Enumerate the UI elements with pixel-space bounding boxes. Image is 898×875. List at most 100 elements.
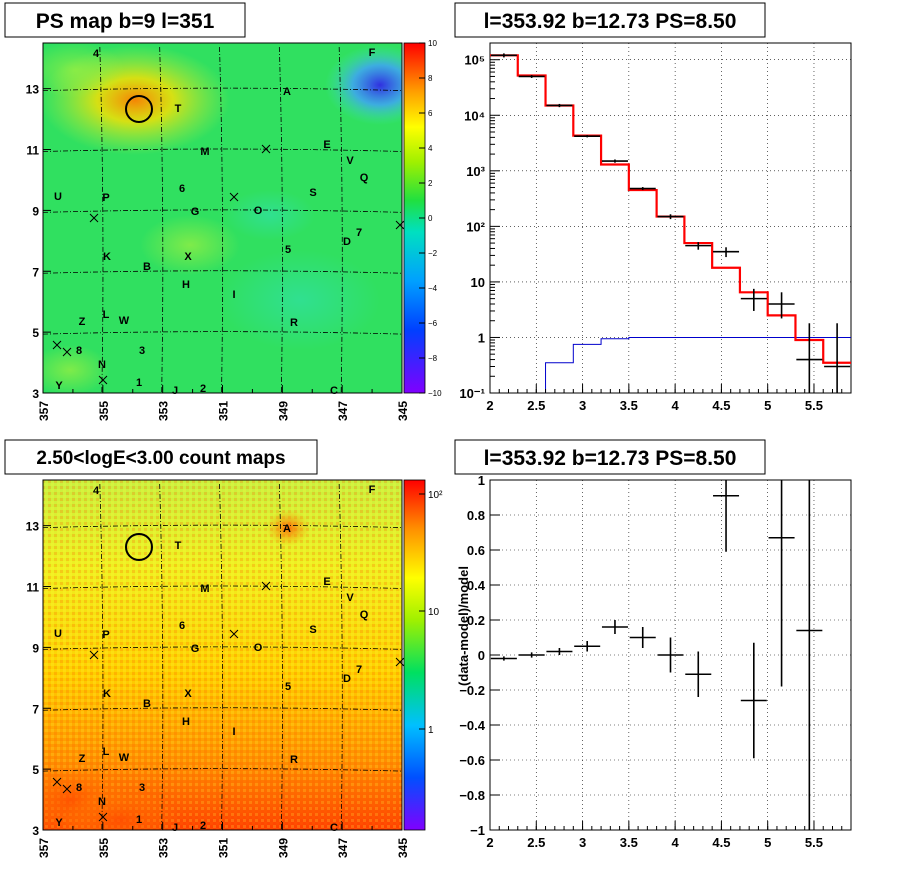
map-grid-line-lat (42, 646, 403, 650)
source-label: K (103, 251, 111, 263)
source-cross-marker (89, 650, 99, 660)
source-label: C (330, 822, 338, 834)
ps-map-colorbar-ticks: 10 8 6 4 2 0 −2 −4 −6 −8 −10 (419, 39, 442, 398)
map-grid-line-lat (42, 209, 403, 213)
residual-y-tick-label: 0.4 (467, 578, 486, 593)
y-tick-label: 7 (32, 702, 39, 716)
residual-x-tick-label: 4 (672, 835, 680, 850)
source-label: Y (55, 817, 63, 829)
residual-x-tick-label: 2.5 (527, 835, 545, 850)
source-label: Z (79, 316, 86, 328)
colorbar-tick-label: 8 (428, 74, 433, 83)
map-grid-line-lon (278, 46, 283, 394)
x-tick-label: 349 (276, 838, 290, 858)
spectrum-x-tick-label: 5.5 (805, 398, 823, 413)
residual-point (574, 641, 601, 652)
spectrum-x-tick-label: 3.5 (620, 398, 638, 413)
source-label: T (175, 540, 182, 552)
residual-panel: 2 2.5 3 3.5 4 4.5 5 5.5 −1 −0.8 −0.6 −0.4 −0.2 0 0.2 0.… (454, 439, 852, 850)
data-point (518, 75, 545, 78)
residual-y-tick-label: −0.8 (459, 788, 485, 803)
source-label: X (184, 251, 192, 263)
y-tick-label: 13 (26, 83, 40, 97)
map-grid-line-lon (338, 46, 343, 394)
count-map-title-box (4, 439, 318, 475)
data-point (768, 292, 795, 319)
y-tick-label: 13 (26, 520, 40, 534)
source-label: A (283, 86, 291, 98)
source-label: Z (79, 753, 86, 765)
colorbar-tick-label: −10 (428, 389, 442, 398)
residual-point (490, 656, 517, 661)
spectrum-title-box (454, 2, 766, 38)
x-tick-label: 345 (396, 838, 410, 858)
residual-x-tick-label: 4.5 (712, 835, 730, 850)
map-grid-line-lon (99, 483, 104, 831)
source-label: V (346, 155, 354, 167)
spectrum-x-tick-label: 5 (764, 398, 771, 413)
source-label: 6 (179, 620, 185, 632)
spectrum-title: l=353.92 b=12.73 PS=8.50 (484, 10, 737, 33)
source-label: A (283, 523, 291, 535)
count-map-source-labels: 4 F A T M E VQ 6 S G O U P 7D 5 K X B H I Z L W R 8 3 N Y 1 J 2 C (52, 484, 405, 834)
source-label: 4 (93, 48, 100, 60)
residual-y-tick-label: 1 (478, 473, 485, 488)
residual-y-tick-label: −0.6 (459, 753, 485, 768)
x-tick-label: 357 (37, 401, 51, 421)
source-label: G (191, 206, 200, 218)
residual-y-tick-label: −1 (470, 823, 485, 838)
x-tick-label: 357 (37, 838, 51, 858)
source-label: I (232, 726, 235, 738)
source-label: 2 (200, 383, 206, 395)
y-tick-label: 11 (26, 144, 39, 158)
data-point (574, 135, 601, 138)
spectrum-x-tick-label: 2.5 (527, 398, 545, 413)
source-label: E (323, 576, 330, 588)
residual-x-tick-label: 3 (579, 835, 586, 850)
source-label: 4 (93, 485, 100, 497)
colorbar-tick-label: 10 (428, 39, 437, 48)
residual-y-tick-label: −0.2 (459, 683, 485, 698)
source-label: N (98, 796, 106, 808)
source-label: 2 (200, 820, 206, 832)
count-map-image (43, 480, 402, 830)
source-label: H (182, 279, 190, 291)
ps-map-image (43, 43, 402, 393)
source-label: G (191, 643, 200, 655)
source-label: B (143, 261, 151, 273)
count-colorbar-tick: 1 (428, 725, 434, 736)
source-label: F (369, 484, 376, 496)
residual-title: l=353.92 b=12.73 PS=8.50 (484, 447, 737, 470)
source-label: T (175, 103, 182, 115)
source-label: I (232, 289, 235, 301)
source-label: R (290, 754, 298, 766)
spectrum-y-tick-label: 10³ (466, 164, 485, 179)
map-grid-line-lon (159, 483, 164, 831)
x-tick-label: 351 (217, 401, 231, 421)
colorbar-tick-label: 4 (428, 144, 433, 153)
source-label: 5 (285, 244, 291, 256)
map-grid-line-lon (219, 483, 224, 831)
source-cross-marker (89, 213, 99, 223)
source-cross-marker (52, 340, 62, 350)
residual-point (657, 637, 684, 673)
x-tick-label: 349 (276, 401, 290, 421)
map-grid-line-lon (159, 46, 164, 394)
spectrum-y-tick-label: 10⁻¹ (459, 386, 485, 401)
colorbar-tick-label: 0 (428, 214, 433, 223)
source-label: P (102, 629, 109, 641)
source-label: L (103, 309, 110, 321)
data-point (490, 53, 517, 58)
source-label: 3 (139, 345, 145, 357)
x-tick-label: 355 (97, 838, 111, 858)
ps-map-title: PS map b=9 l=351 (36, 10, 215, 33)
spectrum-x-tick-label: 2 (486, 398, 493, 413)
data-point (796, 323, 823, 393)
map-grid-line-lon (99, 46, 104, 394)
residual-y-tick-label: 0.8 (467, 508, 485, 523)
source-label: O (254, 205, 263, 217)
source-label: J (172, 822, 178, 834)
data-point (824, 323, 851, 393)
